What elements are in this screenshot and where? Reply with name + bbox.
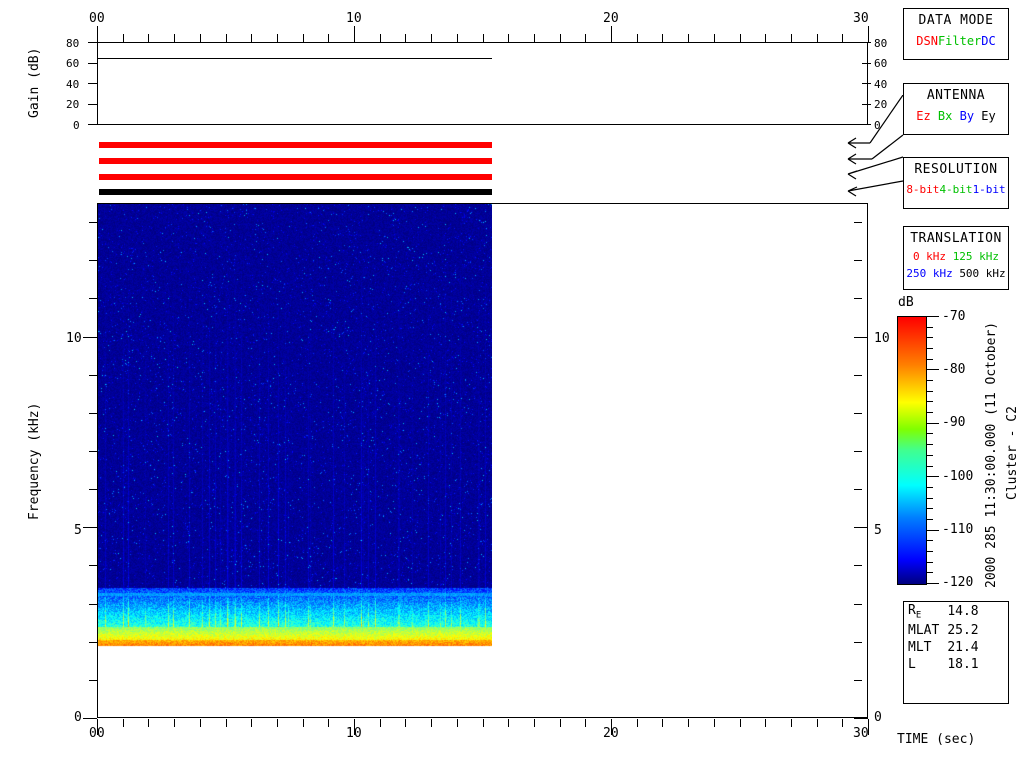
antenna-option-ey[interactable]: Ey [981, 109, 996, 123]
colorbar-label--80: -80 [942, 362, 966, 377]
gain-trace-line [97, 58, 492, 59]
gain-ytick-label-80: 80 [66, 37, 80, 50]
timestamp-label: 2000 285 11:30:00.000 (11 October) [984, 321, 999, 588]
gain-ytick-label-right-40: 40 [874, 78, 888, 91]
data-mode-option-dc[interactable]: DC [981, 34, 996, 48]
antenna-options: Ez Bx By Ey [904, 109, 1008, 123]
resolution-option-4bit[interactable]: 4-bit [939, 183, 973, 196]
freq-label-right-10: 10 [874, 331, 890, 346]
ephemeris-value-mlat: 25.2 [947, 622, 979, 638]
ephemeris-panel: RE 14.8 MLAT 25.2 MLT 21.4 L 18.1 [903, 601, 1009, 704]
gain-panel [97, 42, 868, 125]
frequency-axis-title: Frequency (kHz) [27, 402, 42, 520]
data-mode-title: DATA MODE [918, 13, 994, 28]
translation-options-row2: 250 kHz 500 kHz [904, 267, 1008, 280]
gain-ytick-label-60: 60 [66, 57, 80, 70]
gain-axis-title: Gain (dB) [27, 47, 42, 118]
status-bar-translation [99, 189, 492, 195]
gain-axis-top [97, 42, 868, 43]
gain-axis-bottom [97, 124, 868, 125]
gain-ytick-label-right-20: 20 [874, 98, 888, 111]
ephemeris-value-re: 14.8 [947, 604, 979, 620]
freq-label-right-0: 0 [874, 710, 882, 725]
translation-options-row1: 0 kHz 125 kHz [904, 250, 1008, 263]
colorbar-label--100: -100 [942, 469, 974, 484]
translation-option-125khz[interactable]: 125 kHz [952, 250, 1000, 263]
colorbar [897, 316, 927, 585]
spectrogram-image [98, 204, 492, 717]
ephemeris-key-re: R [908, 603, 916, 618]
colorbar-label--90: -90 [942, 415, 966, 430]
resolution-options: 8-bit4-bit1-bit [904, 183, 1008, 196]
status-bar-antenna [99, 158, 492, 164]
time-bottom-label-10: 10 [346, 726, 362, 741]
translation-option-500khz[interactable]: 500 kHz [959, 267, 1006, 280]
data-mode-options: DSNFilterDC [904, 34, 1008, 48]
ephemeris-key-mlt: MLT [908, 639, 932, 655]
data-mode-option-filter[interactable]: Filter [937, 34, 982, 48]
gain-axis-left [97, 42, 98, 125]
ephemeris-key-mlat: MLAT [908, 622, 940, 638]
translation-option-0khz[interactable]: 0 kHz [912, 250, 947, 263]
time-top-label-00: 00 [89, 11, 105, 26]
translation-panel[interactable]: TRANSLATION 0 kHz 125 kHz 250 kHz 500 kH… [903, 226, 1009, 290]
resolution-option-1bit[interactable]: 1-bit [972, 183, 1006, 196]
freq-label-10: 10 [66, 331, 82, 346]
colorbar-unit-label: dB [898, 295, 914, 310]
time-top-label-20: 20 [603, 11, 619, 26]
ephemeris-row-re: RE 14.8 [904, 602, 983, 622]
ephemeris-row-mlat: MLAT 25.2 [904, 622, 983, 639]
gain-ytick-label-right-0: 0 [874, 119, 881, 132]
antenna-option-ez[interactable]: Ez [916, 109, 931, 123]
mission-label: Cluster - C2 [1005, 406, 1020, 500]
gain-ytick-label-40: 40 [66, 78, 80, 91]
freq-label-right-5: 5 [874, 523, 882, 538]
data-mode-option-dsn[interactable]: DSN [916, 34, 938, 48]
colorbar-label--110: -110 [942, 522, 974, 537]
ephemeris-key-l: L [908, 656, 916, 672]
panel-leader-arrows [847, 95, 904, 197]
gain-ytick-label-20: 20 [66, 98, 80, 111]
data-mode-panel[interactable]: DATA MODE DSNFilterDC [903, 8, 1009, 60]
colorbar-label--70: -70 [942, 309, 966, 324]
freq-label-5: 5 [74, 523, 82, 538]
time-axis-title: TIME (sec) [897, 732, 976, 747]
gain-ytick-label-right-80: 80 [874, 37, 888, 50]
antenna-title: ANTENNA [926, 88, 986, 103]
ephemeris-value-mlt: 21.4 [947, 639, 979, 655]
ephemeris-row-mlt: MLT 21.4 [904, 639, 983, 656]
freq-label-0: 0 [74, 710, 82, 725]
ephemeris-key-re-sub: E [915, 610, 922, 621]
ephemeris-value-l: 18.1 [947, 656, 979, 672]
time-top-label-30: 30 [853, 11, 869, 26]
antenna-option-bx[interactable]: Bx [937, 109, 953, 123]
ephemeris-table: RE 14.8 MLAT 25.2 MLT 21.4 L 18.1 [904, 602, 983, 673]
time-bottom-label-20: 20 [603, 726, 619, 741]
translation-title: TRANSLATION [910, 231, 1002, 246]
time-bottom-label-00: 00 [89, 726, 105, 741]
gain-ytick-label-right-60: 60 [874, 57, 888, 70]
resolution-title: RESOLUTION [914, 162, 998, 177]
resolution-option-8bit[interactable]: 8-bit [906, 183, 940, 196]
colorbar-label--120: -120 [942, 575, 974, 590]
time-top-label-10: 10 [346, 11, 362, 26]
resolution-panel[interactable]: RESOLUTION 8-bit4-bit1-bit [903, 157, 1009, 209]
antenna-panel[interactable]: ANTENNA Ez Bx By Ey [903, 83, 1009, 135]
ephemeris-row-l: L 18.1 [904, 656, 983, 673]
gain-ytick-label-0: 0 [73, 119, 80, 132]
spectrogram-panel [97, 203, 868, 718]
antenna-option-by[interactable]: By [959, 109, 975, 123]
translation-option-250khz[interactable]: 250 kHz [906, 267, 953, 280]
time-bottom-label-30: 30 [853, 726, 869, 741]
status-bar-data-mode [99, 142, 492, 148]
status-bar-resolution [99, 174, 492, 180]
